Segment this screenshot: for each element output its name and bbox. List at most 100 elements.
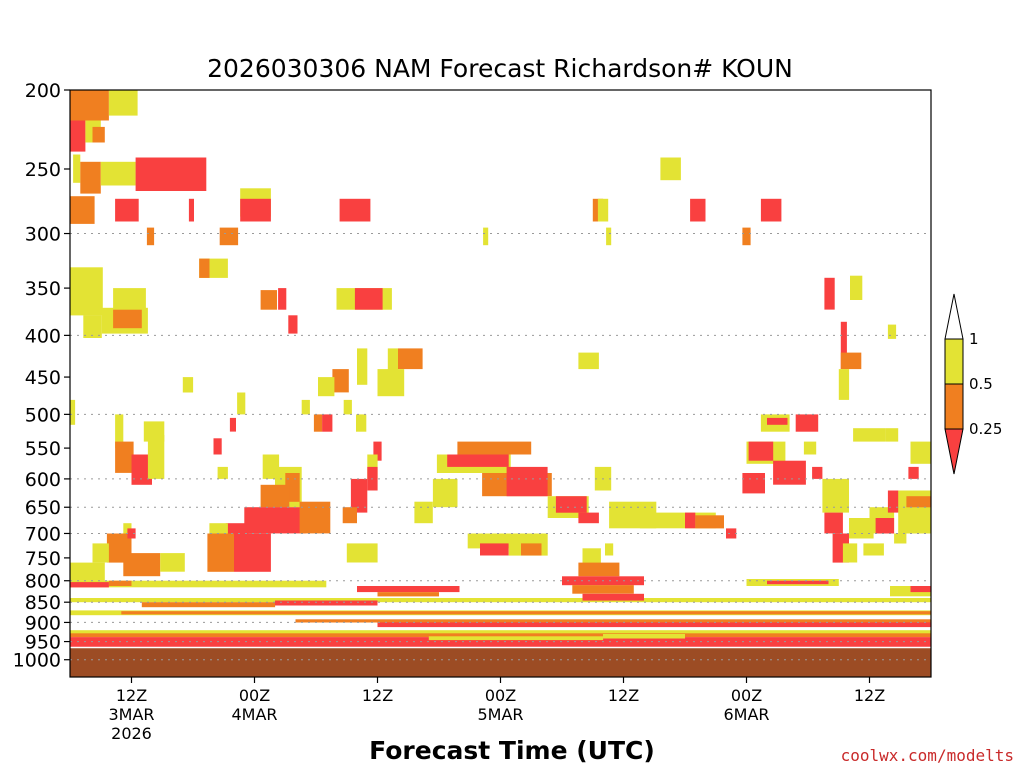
ri-region-high (838, 369, 850, 400)
ri-region-low (690, 198, 706, 222)
ri-region-mid (695, 515, 724, 529)
x-tick-label: 00Z (485, 686, 516, 705)
ri-region-mid (115, 441, 134, 473)
ri-region-low (339, 198, 371, 222)
ri-region-high (850, 275, 863, 300)
legend-bin-high (944, 338, 964, 385)
ri-region-low (767, 417, 788, 425)
ri-region-mid (299, 501, 331, 534)
y-tick-label: 800 (25, 571, 61, 593)
plot-regions (70, 90, 932, 677)
ri-region-high (578, 352, 599, 370)
ri-region-high (483, 227, 489, 246)
ri-region-high (70, 562, 105, 581)
ri-region-high (863, 543, 884, 556)
ri-region-high (92, 543, 109, 563)
y-tick-label: 650 (25, 497, 61, 519)
ri-region-mid (521, 543, 542, 556)
legend-label: 1 (969, 330, 979, 348)
ri-region-high (70, 598, 931, 603)
ri-region-low (275, 600, 378, 606)
ri-region-mid (332, 369, 349, 393)
ri-region-low (760, 198, 782, 222)
y-tick-label: 250 (25, 159, 61, 181)
y-tick-label: 900 (25, 612, 61, 634)
ri-region-high (346, 543, 378, 563)
y-tick-label: 600 (25, 469, 61, 491)
ri-region-mid (80, 161, 101, 194)
y-tick-label: 750 (25, 548, 61, 570)
ri-region-high (70, 399, 76, 425)
ri-region-high (432, 478, 458, 508)
ri-region-low (322, 414, 333, 432)
ri-region-high (803, 441, 817, 455)
ri-region-mid (840, 352, 862, 370)
ri-region-high (100, 161, 136, 186)
y-tick-label: 550 (25, 438, 61, 460)
ri-region-high (147, 435, 165, 479)
y-tick-label: 700 (25, 523, 61, 545)
ri-region-mid (70, 90, 109, 121)
legend-label: 0.25 (969, 420, 1002, 438)
ri-region-low (875, 518, 895, 534)
ri-region-high (237, 392, 246, 415)
ri-region-low (115, 198, 139, 222)
legend-over-arrow (944, 293, 964, 340)
x-tick-label: 00Z (731, 686, 762, 705)
ri-region-mid (906, 496, 931, 508)
ri-region-high (842, 543, 858, 563)
y-tick-label: 850 (25, 592, 61, 614)
ri-region-high (660, 157, 681, 181)
ri-region-low (70, 637, 931, 648)
x-tick-label: 12Z (854, 686, 885, 705)
y-tick-label: 500 (25, 404, 61, 426)
ri-region-high (605, 543, 614, 556)
ri-region-mid (457, 441, 532, 455)
ri-region-low (350, 478, 368, 513)
x-tick-date: 5MAR (477, 705, 523, 724)
ri-region-low (70, 120, 86, 152)
ri-region-high (377, 369, 405, 397)
ri-region-mid (92, 126, 105, 143)
ri-region-low (773, 460, 806, 485)
ri-region-low (840, 321, 847, 370)
ri-region-low (795, 414, 819, 432)
ri-region-low (555, 496, 587, 513)
ri-region-low (70, 582, 109, 588)
ri-region-mid (123, 553, 161, 577)
ri-region-mid (141, 602, 276, 608)
ri-region-high (343, 399, 352, 415)
ri-region-low (131, 454, 152, 485)
chart-title: 2026030306 NAM Forecast Richardson# KOUN (207, 54, 793, 83)
color-legend: 1 0.5 0.25 (944, 293, 1002, 475)
y-tick-label: 350 (25, 278, 61, 300)
ri-region-high (367, 454, 378, 479)
x-axis-label: Forecast Time (UTC) (369, 736, 655, 765)
y-tick-label: 1000 (13, 650, 61, 672)
ri-region-high (428, 636, 604, 641)
ri-region-high (357, 348, 368, 385)
y-axis-ticks: 200 250 300 350 400 450 500 550 600 650 700 7508008… (13, 80, 70, 672)
ri-region-low (229, 417, 236, 432)
x-tick-label: 12Z (362, 686, 393, 705)
ri-region-low (812, 466, 823, 479)
ri-region-low (767, 580, 829, 585)
x-tick-date: 3MAR (108, 705, 154, 724)
ri-region-low (278, 288, 287, 310)
ri-region-mid (313, 414, 323, 432)
ri-region-high (70, 630, 931, 635)
credit-link[interactable]: coolwx.com/modelts (841, 746, 1014, 765)
ri-region-low (240, 198, 271, 222)
ri-region-high (356, 414, 367, 432)
ri-region-mid (70, 633, 931, 638)
ri-region-low (188, 198, 194, 222)
y-tick-label: 950 (25, 632, 61, 654)
ri-region-high (70, 580, 327, 588)
x-tick-label: 12Z (608, 686, 639, 705)
ri-region-low (213, 438, 222, 455)
ri-region-high (209, 523, 228, 534)
x-tick-label: 00Z (239, 686, 270, 705)
ri-region-low (377, 622, 931, 628)
ri-region-low (578, 512, 599, 524)
